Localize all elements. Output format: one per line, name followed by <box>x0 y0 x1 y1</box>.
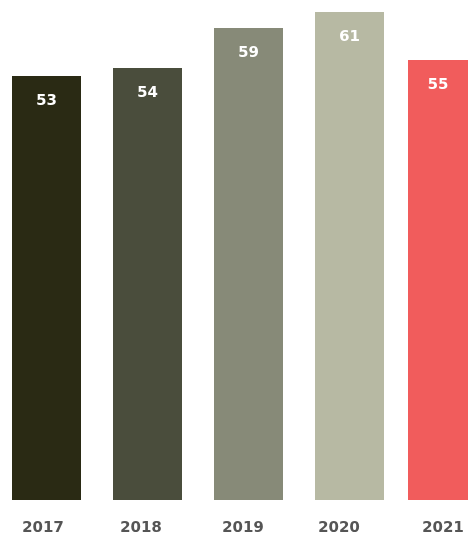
category-label-2018: 2018 <box>120 518 162 535</box>
category-label-2017: 2017 <box>22 518 64 535</box>
category-label-2020: 2020 <box>318 518 360 535</box>
bar-2020 <box>315 12 384 500</box>
bar-2017 <box>12 76 81 500</box>
category-labels-layer: 2017 2018 2019 2020 2021 <box>22 518 464 535</box>
category-label-2019: 2019 <box>222 518 264 535</box>
bar-2021 <box>408 60 468 500</box>
value-label-2017: 53 <box>36 91 57 109</box>
bar-2019 <box>214 28 283 500</box>
category-label-2021: 2021 <box>422 518 464 535</box>
value-label-2021: 55 <box>428 75 449 93</box>
value-label-2020: 61 <box>339 27 360 45</box>
bars-layer <box>12 12 468 500</box>
value-label-2019: 59 <box>238 43 259 61</box>
bar-2018 <box>113 68 182 500</box>
value-label-2018: 54 <box>137 83 158 101</box>
value-labels-layer: 53 54 59 61 55 <box>36 27 448 109</box>
